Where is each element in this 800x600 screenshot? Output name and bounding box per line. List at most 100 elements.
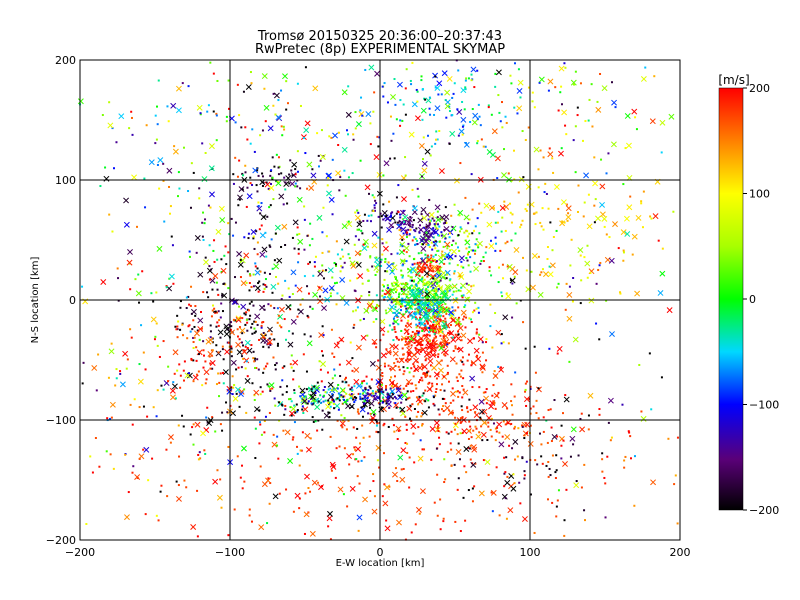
colorbar xyxy=(718,87,744,511)
data-point xyxy=(392,344,399,351)
data-point xyxy=(383,160,390,167)
data-point xyxy=(243,480,246,483)
data-point xyxy=(455,362,458,365)
data-point xyxy=(452,399,455,402)
data-point xyxy=(251,183,254,186)
data-point xyxy=(329,292,332,295)
data-point xyxy=(353,378,360,385)
data-point xyxy=(511,213,514,216)
data-point xyxy=(514,371,517,374)
data-point xyxy=(276,307,279,310)
data-point xyxy=(383,483,386,486)
data-point xyxy=(417,267,420,270)
data-point xyxy=(303,333,306,336)
data-point xyxy=(414,523,417,526)
data-point xyxy=(419,379,422,382)
data-point xyxy=(634,116,637,119)
data-point xyxy=(254,269,261,276)
data-point xyxy=(250,344,253,347)
data-point xyxy=(581,139,584,142)
data-point xyxy=(482,459,485,462)
data-point xyxy=(579,426,586,433)
data-point xyxy=(331,213,334,216)
data-point xyxy=(430,325,433,328)
data-point xyxy=(456,246,459,249)
data-point xyxy=(599,261,602,264)
data-point xyxy=(510,279,513,282)
data-point xyxy=(248,273,251,276)
data-point xyxy=(239,476,242,479)
data-point xyxy=(482,145,485,148)
data-point xyxy=(424,301,427,304)
data-point xyxy=(448,262,451,265)
data-point xyxy=(332,132,339,139)
data-point xyxy=(487,473,490,476)
data-point xyxy=(283,176,286,179)
data-point xyxy=(472,429,475,432)
data-point xyxy=(545,419,548,422)
data-point xyxy=(623,215,630,222)
data-point xyxy=(439,341,442,344)
data-point xyxy=(217,324,220,327)
data-point xyxy=(211,416,214,419)
data-point xyxy=(439,275,442,278)
data-point xyxy=(475,328,478,331)
data-point xyxy=(402,232,405,235)
data-point xyxy=(419,320,426,327)
data-point xyxy=(305,370,308,373)
data-point xyxy=(355,277,358,280)
data-point xyxy=(285,304,292,310)
data-point xyxy=(294,182,297,185)
data-point xyxy=(405,428,408,431)
data-point xyxy=(494,249,497,252)
data-point xyxy=(339,270,342,273)
data-point xyxy=(446,450,449,453)
data-point xyxy=(660,151,663,154)
data-point xyxy=(444,257,447,260)
data-point xyxy=(335,281,338,284)
data-point xyxy=(336,419,339,422)
data-point xyxy=(331,288,334,291)
data-point xyxy=(425,327,428,330)
data-point xyxy=(388,222,395,229)
data-point xyxy=(275,275,278,278)
data-point xyxy=(427,272,430,275)
data-point xyxy=(323,385,326,388)
data-point xyxy=(475,332,478,335)
data-point xyxy=(303,532,306,535)
data-point xyxy=(470,321,473,324)
data-point xyxy=(408,341,411,344)
data-point xyxy=(444,103,451,110)
data-point xyxy=(425,311,428,314)
data-point xyxy=(431,342,434,345)
data-point xyxy=(219,316,222,319)
data-point xyxy=(95,389,98,392)
data-point xyxy=(268,342,271,345)
data-point xyxy=(390,301,393,304)
data-point xyxy=(459,162,462,165)
data-point xyxy=(413,297,416,300)
data-point xyxy=(189,304,192,307)
data-point xyxy=(601,215,608,222)
data-point xyxy=(323,412,330,419)
data-point xyxy=(215,383,218,386)
data-point xyxy=(401,347,404,350)
data-point xyxy=(337,486,344,493)
data-point xyxy=(609,439,612,442)
data-point xyxy=(333,355,336,358)
data-point xyxy=(354,399,357,402)
data-point xyxy=(555,469,558,472)
data-point xyxy=(570,238,573,241)
data-point xyxy=(420,235,427,242)
data-point xyxy=(214,430,217,433)
data-point xyxy=(248,508,251,511)
data-point xyxy=(254,456,257,459)
data-point xyxy=(262,290,265,293)
data-point xyxy=(297,238,304,245)
data-point xyxy=(233,508,236,511)
data-point xyxy=(167,380,170,383)
data-point xyxy=(436,425,439,428)
data-point xyxy=(122,350,129,357)
data-point xyxy=(266,338,273,345)
data-point xyxy=(459,421,462,424)
